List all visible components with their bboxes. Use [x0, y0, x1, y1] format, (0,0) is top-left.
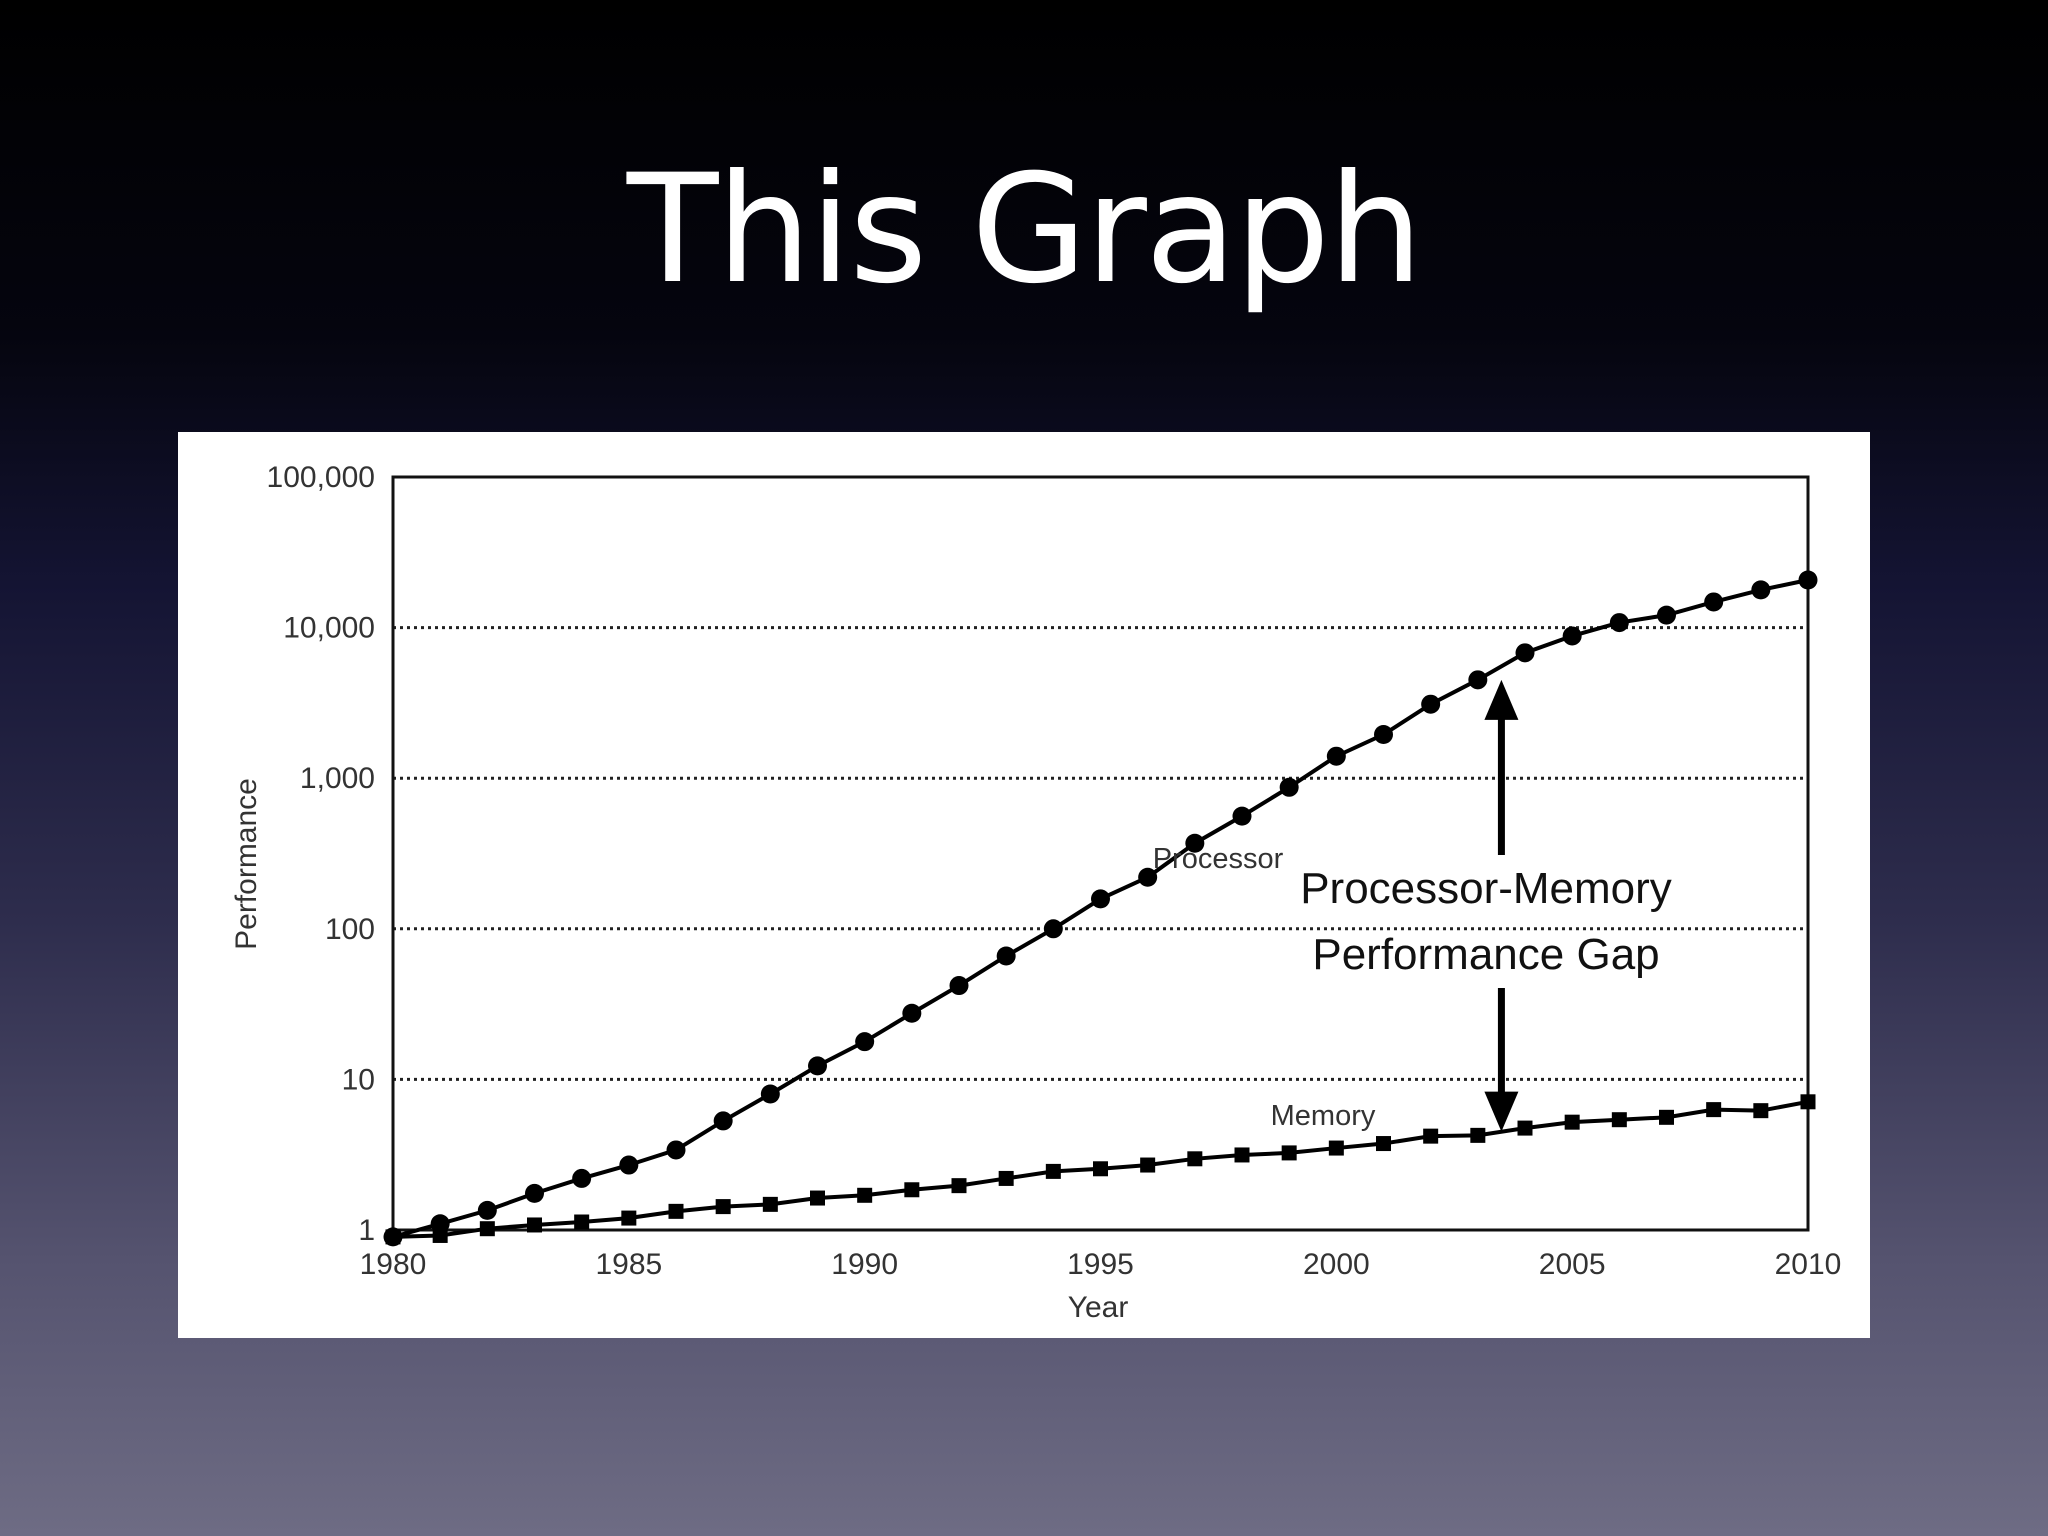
gap-arrow-down-head [1484, 1091, 1519, 1132]
data-point [1611, 1112, 1627, 1128]
data-point [951, 1178, 967, 1194]
annotation-layer: Processor-Memory Performance Gap [1300, 679, 1672, 1132]
data-point [385, 1229, 401, 1245]
y-axis-label: Performance [230, 778, 263, 950]
data-point [432, 1227, 448, 1243]
data-point [1517, 1120, 1533, 1136]
chart-panel: Processor Memory 1 10 100 1,000 10,000 100,000… [178, 432, 1870, 1338]
data-point [477, 1200, 497, 1220]
data-point [808, 1056, 827, 1076]
gap-annotation-line-1: Processor-Memory [1300, 864, 1672, 913]
y-tick-label: 1,000 [300, 762, 375, 795]
y-tick-label: 10,000 [283, 612, 375, 645]
gap-annotation-line-2: Performance Gap [1312, 930, 1659, 979]
series-memory [385, 1094, 1816, 1245]
data-point [949, 976, 969, 996]
data-point [1800, 1094, 1816, 1110]
data-point [762, 1196, 778, 1212]
data-point [1706, 1102, 1722, 1118]
data-point [1751, 580, 1771, 600]
series-layer: Processor Memory [383, 570, 1818, 1247]
data-point [1326, 746, 1346, 766]
data-point [1232, 806, 1252, 826]
data-point [668, 1203, 684, 1219]
data-point [1468, 670, 1488, 690]
data-point [1279, 777, 1299, 797]
gap-arrow-up-head [1484, 679, 1519, 720]
data-point [1376, 1136, 1391, 1152]
data-point [857, 1187, 873, 1203]
data-point [666, 1140, 686, 1160]
plot-frame [391, 475, 1810, 1232]
y-tick-label: 100 [325, 913, 375, 946]
data-point [1374, 725, 1393, 745]
x-axis-label: Year [1068, 1291, 1129, 1324]
performance-chart: Processor Memory 1 10 100 1,000 10,000 100,000… [230, 461, 1842, 1324]
data-point [572, 1168, 592, 1188]
data-point [527, 1217, 542, 1233]
data-point [574, 1214, 590, 1230]
data-point [1281, 1145, 1297, 1161]
y-tick-label: 100,000 [267, 461, 375, 494]
x-tick-label: 2000 [1303, 1248, 1370, 1281]
data-point [810, 1190, 825, 1206]
data-point [1138, 867, 1158, 887]
y-tick-label: 10 [342, 1063, 375, 1096]
data-point [525, 1183, 544, 1203]
data-point [998, 1170, 1014, 1186]
data-point [1328, 1140, 1344, 1156]
data-point [1423, 1128, 1439, 1144]
data-point [1470, 1127, 1486, 1143]
data-point [855, 1032, 875, 1052]
data-point [1234, 1147, 1250, 1163]
y-tick-label: 1 [358, 1214, 375, 1247]
data-point [1704, 592, 1724, 612]
data-point [902, 1003, 922, 1023]
series-label-memory: Memory [1271, 1100, 1376, 1132]
x-tick-label: 1995 [1067, 1248, 1134, 1281]
data-point [1091, 889, 1110, 909]
data-point [1140, 1157, 1156, 1173]
slide-title: This Graph [626, 143, 1423, 317]
series-label-processor: Processor [1153, 843, 1284, 875]
data-point [713, 1111, 733, 1131]
data-point [619, 1155, 639, 1175]
data-point [621, 1210, 637, 1226]
x-tick-label: 1980 [360, 1248, 427, 1281]
data-point [715, 1199, 731, 1215]
data-point [1043, 919, 1063, 939]
data-point [996, 946, 1016, 966]
data-point [1798, 570, 1818, 590]
data-point [1185, 833, 1205, 853]
data-point [1659, 1109, 1674, 1125]
data-point [1562, 626, 1582, 646]
data-point [1609, 613, 1629, 633]
data-point [760, 1084, 780, 1104]
data-point [1564, 1114, 1580, 1130]
data-point [1657, 605, 1676, 625]
data-point [479, 1221, 495, 1237]
data-point [1753, 1103, 1769, 1119]
tick-labels: 1 10 100 1,000 10,000 100,000 1980 1985 1990 1995… [267, 461, 1842, 1281]
data-point [1421, 694, 1441, 714]
x-tick-label: 2005 [1539, 1248, 1606, 1281]
data-point [1045, 1163, 1061, 1179]
grid-lines [393, 626, 1808, 1081]
data-point [904, 1182, 920, 1198]
data-point [1515, 643, 1535, 663]
x-tick-label: 1990 [831, 1248, 898, 1281]
data-point [1093, 1161, 1108, 1177]
x-tick-label: 2010 [1775, 1248, 1842, 1281]
x-tick-label: 1985 [595, 1248, 662, 1281]
data-point [1187, 1151, 1203, 1167]
